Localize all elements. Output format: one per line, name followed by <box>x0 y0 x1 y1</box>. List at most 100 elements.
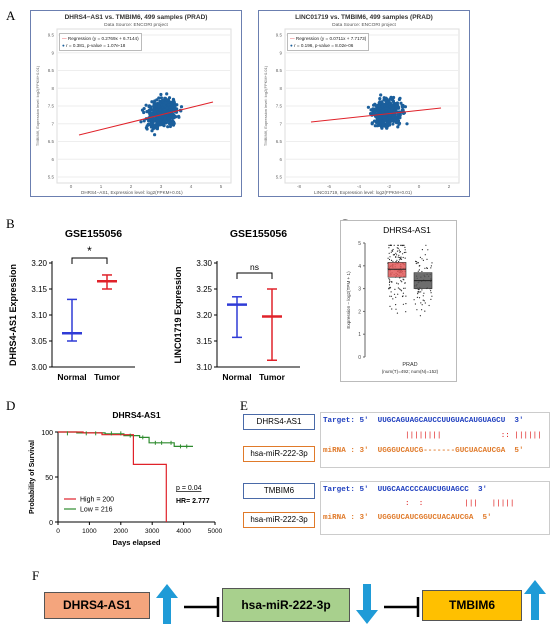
scatter-point <box>160 98 165 103</box>
node-tmbim6: TMBIM6 <box>422 590 522 621</box>
sample-point <box>388 252 390 254</box>
category-label: Normal <box>57 372 86 382</box>
sample-point <box>415 262 417 265</box>
sample-point <box>401 295 404 298</box>
sample-point <box>405 311 407 313</box>
scatter-point <box>396 125 400 129</box>
y-tick-label: 6 <box>51 157 54 162</box>
scatter-point <box>377 104 381 108</box>
sample-point <box>400 256 402 258</box>
y-tick-label: 3.30 <box>196 259 212 268</box>
sample-point <box>402 292 404 294</box>
scatter-point <box>390 107 394 112</box>
scatter-point <box>370 122 374 126</box>
gene-box: DHRS4-AS1 <box>243 414 315 430</box>
regression-line <box>78 101 214 136</box>
sample-point <box>417 288 419 290</box>
sample-point <box>388 247 390 249</box>
sample-point <box>389 280 391 282</box>
scatter-point <box>165 106 169 110</box>
scatter-point <box>167 119 171 123</box>
scatter-point <box>156 119 160 123</box>
sample-point <box>402 253 404 255</box>
legend-regression: Regression (y = 0.2769x + 6.7144) <box>67 36 139 41</box>
scatter-point <box>145 127 149 131</box>
scatter-point <box>403 105 407 109</box>
scatter-plot-1: 9.5 9 8.5 8 7.5 7 6.5 6 5.5 0 1 2 3 4 5 TMBIM6, Express… <box>35 28 232 189</box>
panel-letter-b: B <box>6 216 15 231</box>
scatter-point <box>397 122 401 126</box>
sample-point <box>418 265 420 267</box>
x-tick-label: 4000 <box>176 528 191 535</box>
scatter-point <box>369 112 373 116</box>
x-axis-sublabel: (num(T)=492; num(N)=152) <box>382 369 439 374</box>
sample-point <box>398 259 401 261</box>
x-tick-label: -6 <box>327 184 331 189</box>
y-axis-label: DHRS4-AS1 Expression <box>8 264 18 366</box>
plot-title: GSE155056 <box>65 228 122 240</box>
sample-point <box>399 251 401 253</box>
scatter-point <box>166 117 171 121</box>
inhibition-icon <box>184 597 220 617</box>
boxplot-panel: DHRS4-AS1 5 4 3 2 1 0 Expression − log2(TPM + 1… <box>340 220 457 382</box>
x-tick-label: 4 <box>190 184 193 189</box>
sample-point <box>397 256 399 258</box>
category-label: Normal <box>222 372 251 382</box>
sample-point <box>415 261 418 263</box>
sample-point <box>388 278 390 280</box>
y-tick-label: 5.5 <box>276 175 283 180</box>
scatter-point <box>164 121 168 125</box>
y-tick-label: 1 <box>358 332 361 338</box>
sample-point <box>400 289 402 291</box>
x-tick-label: -8 <box>297 184 301 189</box>
y-tick-label: 2 <box>358 309 361 315</box>
sample-point <box>417 270 419 272</box>
scatter-point <box>166 125 170 129</box>
significance-bracket <box>236 272 273 279</box>
sample-point <box>396 259 398 261</box>
scatter-point <box>375 116 379 120</box>
sample-point <box>418 297 421 299</box>
scatter-point <box>381 108 385 112</box>
significance-label: * <box>87 244 92 258</box>
panel-letter-f: F <box>32 568 40 583</box>
legend-label: High = 200 <box>80 497 114 504</box>
sample-point <box>420 291 422 293</box>
scatter-point <box>157 104 161 108</box>
x-tick-label: -4 <box>357 184 361 189</box>
scatter-point <box>151 127 155 131</box>
sample-point <box>418 291 420 293</box>
scatter-point <box>375 124 379 128</box>
sample-point <box>422 295 424 297</box>
scatter-point <box>378 97 382 101</box>
sample-point <box>400 290 403 292</box>
y-tick-label: 3.25 <box>196 285 212 294</box>
legend-correlation: r = 0.381, p-value = 1.07e-18 <box>66 43 126 48</box>
x-tick-label: 2 <box>448 184 451 189</box>
y-tick-label: 8.5 <box>276 68 283 73</box>
scatter-point <box>165 92 169 96</box>
scatter-point <box>374 104 378 108</box>
sample-point <box>404 249 406 251</box>
scatter-point <box>153 99 157 103</box>
sample-point <box>431 295 433 297</box>
scatter-point <box>152 104 156 108</box>
scatter-point <box>163 108 167 113</box>
scatter-point <box>167 122 172 126</box>
sample-point <box>392 298 394 300</box>
sample-point <box>390 251 392 253</box>
y-tick-label: 9 <box>279 50 282 55</box>
sample-point <box>421 289 423 291</box>
scatter-point <box>385 122 390 127</box>
scatter-point <box>157 96 161 100</box>
sample-point <box>427 249 429 251</box>
sample-point <box>416 309 418 311</box>
sample-point <box>397 247 399 249</box>
scatter-source: Data Source: ENCORI project <box>332 23 396 28</box>
sample-point <box>397 244 399 246</box>
sample-point <box>401 281 403 283</box>
sample-point <box>403 251 405 254</box>
sample-point <box>395 256 397 258</box>
sample-point <box>416 296 418 298</box>
scatter-point <box>384 96 388 100</box>
